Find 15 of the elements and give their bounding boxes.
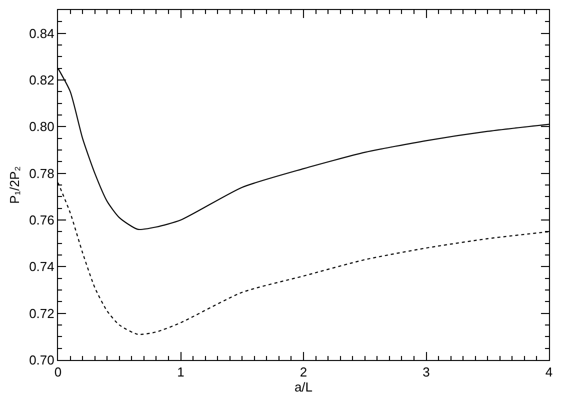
x-axis-title: a/L bbox=[294, 380, 313, 395]
y-tick-label: 0.78 bbox=[29, 166, 54, 181]
y-tick-label: 0.70 bbox=[29, 352, 54, 368]
y-axis-title: P₁/2P₂ bbox=[7, 166, 22, 204]
x-tick-label: 0 bbox=[54, 364, 62, 380]
y-tick-label: 0.76 bbox=[29, 212, 54, 228]
x-tick-label: 1 bbox=[177, 364, 184, 380]
x-tick-label: 3 bbox=[422, 364, 430, 380]
y-tick-label: 0.80 bbox=[29, 119, 54, 134]
x-tick-label: 4 bbox=[545, 364, 553, 380]
y-tick-label: 0.84 bbox=[29, 26, 54, 41]
y-tick-label: 0.72 bbox=[29, 306, 54, 321]
y-tick-label: 0.74 bbox=[29, 259, 54, 274]
x-tick-label: 2 bbox=[300, 364, 308, 380]
y-tick-label: 0.82 bbox=[29, 72, 54, 88]
